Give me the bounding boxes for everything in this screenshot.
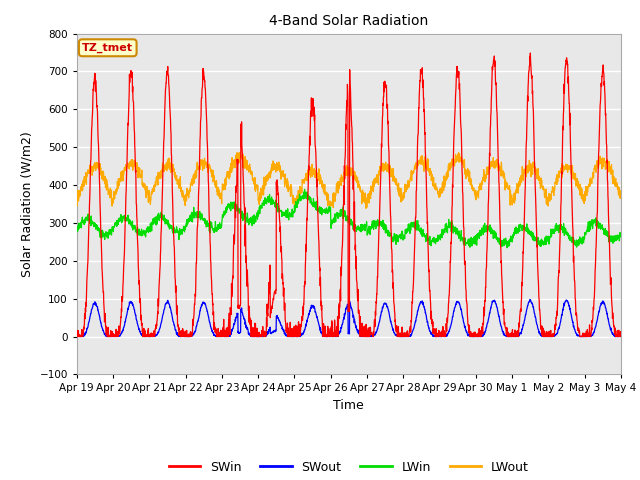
Line: SWout: SWout (77, 300, 621, 336)
LWout (233, 150, 241, 156)
SWout (617, 334, 625, 339)
LWout (508, 194, 515, 200)
SWin (617, 332, 625, 337)
SWin (527, 50, 534, 56)
LWin (73, 228, 81, 233)
LWout (225, 174, 232, 180)
Line: LWin: LWin (77, 189, 621, 248)
LWout (73, 195, 81, 201)
LWin (617, 231, 625, 237)
SWout (225, 332, 232, 337)
LWout (584, 185, 592, 191)
Title: 4-Band Solar Radiation: 4-Band Solar Radiation (269, 14, 428, 28)
LWin (570, 239, 577, 244)
LWin (584, 219, 592, 225)
SWout (507, 334, 515, 339)
SWout (376, 315, 384, 321)
SWout (73, 334, 81, 339)
SWin (376, 181, 384, 187)
SWin (570, 238, 577, 243)
SWin (73, 332, 81, 337)
SWout (526, 297, 534, 303)
Line: LWout: LWout (77, 153, 621, 208)
LWin (225, 203, 232, 209)
LWout (617, 195, 625, 201)
SWin (365, 330, 372, 336)
SWout (569, 319, 577, 325)
LWin (376, 222, 384, 228)
LWout (377, 168, 385, 174)
LWin (365, 230, 372, 236)
LWin (508, 238, 515, 243)
Legend: SWin, SWout, LWin, LWout: SWin, SWout, LWin, LWout (164, 456, 534, 479)
LWin (301, 186, 308, 192)
SWout (584, 334, 592, 339)
LWout (570, 176, 577, 182)
LWout (365, 200, 372, 206)
LWin (503, 245, 511, 251)
X-axis label: Time: Time (333, 399, 364, 412)
SWin (73, 334, 81, 339)
Text: TZ_tmet: TZ_tmet (82, 43, 133, 53)
Line: SWin: SWin (77, 53, 621, 336)
LWout (362, 205, 370, 211)
Y-axis label: Solar Radiation (W/m2): Solar Radiation (W/m2) (21, 131, 34, 277)
SWout (365, 333, 372, 339)
SWin (507, 331, 515, 337)
SWin (225, 317, 232, 323)
SWin (584, 330, 592, 336)
